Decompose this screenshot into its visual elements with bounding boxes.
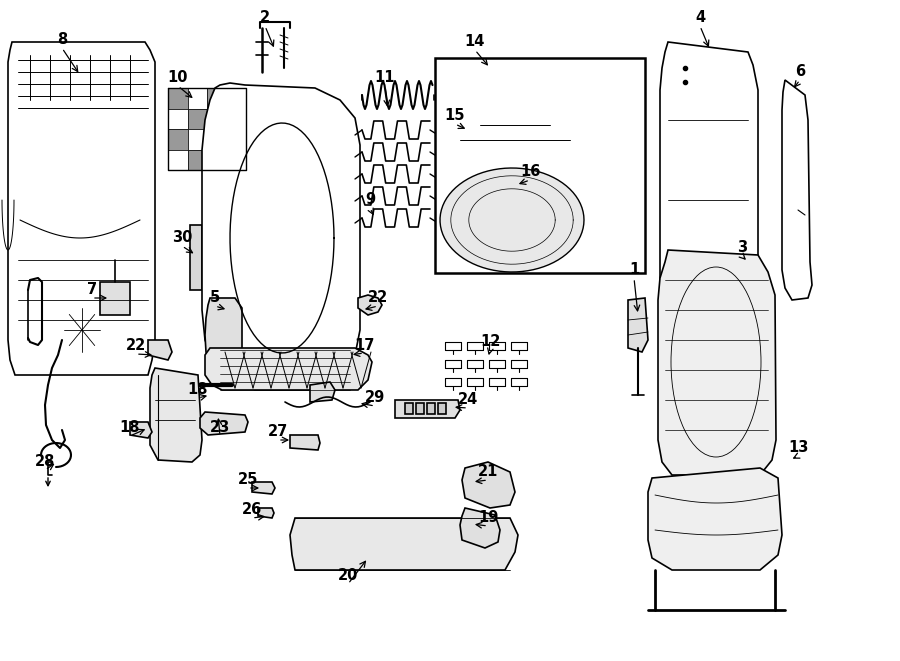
- Text: 17: 17: [354, 338, 374, 352]
- Bar: [168, 129, 187, 149]
- Bar: [168, 108, 187, 129]
- Text: 14: 14: [464, 34, 485, 50]
- Text: 19: 19: [478, 510, 499, 525]
- Text: 21: 21: [478, 465, 499, 479]
- Polygon shape: [148, 340, 172, 360]
- Bar: [227, 88, 246, 108]
- Polygon shape: [395, 400, 460, 418]
- Text: 23: 23: [210, 420, 230, 436]
- Polygon shape: [427, 403, 435, 414]
- Polygon shape: [202, 83, 360, 390]
- Polygon shape: [628, 298, 648, 352]
- Bar: [168, 149, 187, 170]
- Text: 5: 5: [210, 290, 220, 305]
- Polygon shape: [200, 412, 248, 435]
- Polygon shape: [310, 382, 335, 402]
- Text: 2: 2: [260, 11, 270, 26]
- Polygon shape: [190, 225, 202, 290]
- Bar: [187, 129, 207, 149]
- Text: 28: 28: [35, 455, 55, 469]
- Text: 3: 3: [737, 241, 747, 256]
- Bar: [187, 88, 207, 108]
- Polygon shape: [100, 282, 130, 315]
- Text: 26: 26: [242, 502, 262, 518]
- Text: 6: 6: [795, 65, 806, 79]
- Text: 11: 11: [374, 71, 395, 85]
- Text: 4: 4: [695, 11, 705, 26]
- Polygon shape: [290, 518, 518, 570]
- Bar: [168, 88, 187, 108]
- Text: 30: 30: [172, 231, 193, 245]
- Bar: [187, 108, 207, 129]
- Text: 15: 15: [445, 108, 465, 124]
- Polygon shape: [438, 403, 446, 414]
- Polygon shape: [460, 508, 500, 548]
- Text: 22: 22: [368, 290, 388, 305]
- Polygon shape: [150, 368, 202, 462]
- Bar: [207, 149, 227, 170]
- Bar: [227, 129, 246, 149]
- Text: 20: 20: [338, 568, 358, 584]
- Polygon shape: [660, 42, 758, 388]
- Polygon shape: [8, 42, 155, 375]
- Polygon shape: [782, 80, 812, 300]
- Polygon shape: [205, 348, 372, 390]
- Polygon shape: [440, 168, 584, 272]
- Polygon shape: [658, 250, 776, 475]
- Text: 1: 1: [629, 262, 639, 278]
- Bar: [435, 58, 645, 273]
- Text: 24: 24: [458, 393, 478, 407]
- Bar: [207, 129, 227, 149]
- Polygon shape: [405, 403, 413, 414]
- Polygon shape: [462, 462, 515, 508]
- Bar: [227, 149, 246, 170]
- Text: 13: 13: [788, 440, 808, 455]
- Polygon shape: [252, 482, 275, 494]
- Text: 9: 9: [364, 192, 375, 208]
- Polygon shape: [358, 295, 382, 315]
- Bar: [227, 108, 246, 129]
- Polygon shape: [448, 112, 580, 150]
- Polygon shape: [205, 298, 242, 368]
- Text: 16: 16: [520, 165, 540, 180]
- Text: 10: 10: [167, 71, 188, 85]
- Text: 25: 25: [238, 473, 258, 488]
- Text: 7: 7: [87, 282, 97, 297]
- Text: 29: 29: [364, 391, 385, 405]
- Polygon shape: [258, 508, 274, 518]
- Bar: [207, 88, 227, 108]
- Bar: [207, 108, 227, 129]
- Text: 12: 12: [480, 334, 500, 350]
- Text: 8: 8: [57, 32, 68, 48]
- Polygon shape: [416, 403, 424, 414]
- Text: 18: 18: [120, 420, 140, 436]
- Text: 22: 22: [126, 338, 146, 354]
- Polygon shape: [130, 422, 152, 438]
- Polygon shape: [648, 468, 782, 570]
- Text: 18: 18: [188, 383, 208, 397]
- Text: 27: 27: [268, 424, 288, 440]
- Polygon shape: [290, 435, 320, 450]
- Bar: [187, 149, 207, 170]
